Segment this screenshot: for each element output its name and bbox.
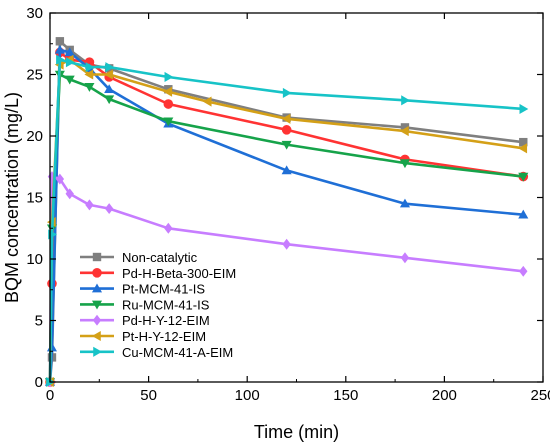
- x-tick-label: 200: [432, 387, 457, 404]
- series-line: [48, 51, 524, 383]
- data-point: [85, 62, 95, 73]
- data-point: [518, 143, 528, 154]
- series-line: [48, 175, 524, 383]
- x-tick-label: 150: [333, 387, 358, 404]
- legend-label: Non-catalytic: [122, 250, 198, 265]
- data-point: [85, 199, 94, 211]
- legend-label: Pt-H-Y-12-EIM: [122, 329, 206, 344]
- legend-label: Pt-MCM-41-IS: [122, 282, 205, 297]
- data-point: [519, 103, 529, 114]
- data-point: [55, 37, 65, 46]
- data-point: [519, 265, 528, 277]
- x-tick-label: 100: [235, 387, 260, 404]
- data-point: [281, 165, 292, 175]
- data-point: [163, 117, 174, 127]
- legend-label: Pd-H-Y-12-EIM: [122, 313, 210, 328]
- data-point: [282, 87, 292, 98]
- data-point: [104, 69, 113, 80]
- series-2: [45, 47, 529, 387]
- data-point: [46, 342, 58, 352]
- data-point: [399, 126, 409, 137]
- legend-item: Pt-MCM-41-IS: [80, 282, 205, 297]
- y-tick-label: 15: [26, 190, 43, 207]
- data-point: [56, 54, 65, 65]
- data-point: [54, 44, 65, 54]
- data-point: [104, 95, 115, 105]
- legend-item: Pd-H-Beta-300-EIM: [80, 266, 236, 281]
- data-point: [519, 137, 528, 147]
- y-tick-label: 30: [26, 5, 43, 22]
- series-7: [46, 54, 529, 388]
- y-axis-title: BQM concentration (mg/L): [2, 92, 22, 303]
- series-line: [48, 58, 524, 383]
- data-point: [281, 125, 292, 135]
- legend-label: Cu-MCM-41-A-EIM: [122, 345, 233, 360]
- x-axis-title: Time (min): [254, 422, 339, 442]
- legend-item: Cu-MCM-41-A-EIM: [80, 345, 233, 360]
- legend: Non-catalyticPd-H-Beta-300-EIMPt-MCM-41-…: [80, 250, 236, 360]
- data-point: [104, 203, 114, 215]
- legend-marker: [91, 330, 101, 342]
- x-tick-label: 250: [530, 387, 550, 404]
- x-tick-label: 50: [140, 387, 157, 404]
- data-point: [65, 188, 74, 200]
- legend-marker: [92, 252, 102, 262]
- data-point: [64, 47, 75, 57]
- y-tick-label: 0: [35, 374, 43, 391]
- data-point: [399, 198, 410, 208]
- data-point: [399, 159, 410, 169]
- series-3: [44, 44, 529, 386]
- y-tick-label: 20: [26, 128, 43, 145]
- data-point: [400, 123, 410, 132]
- legend-marker: [91, 300, 103, 310]
- data-point: [518, 172, 529, 182]
- y-tick-label: 25: [26, 67, 43, 84]
- data-point: [55, 173, 65, 185]
- data-point: [401, 95, 410, 106]
- data-point: [518, 209, 529, 219]
- legend-marker: [93, 346, 103, 357]
- legend-label: Ru-MCM-41-IS: [122, 297, 210, 312]
- legend-item: Ru-MCM-41-IS: [80, 297, 210, 312]
- data-point: [104, 84, 115, 94]
- data-point: [281, 113, 291, 124]
- data-point: [105, 62, 115, 73]
- data-point: [282, 238, 291, 250]
- data-point: [163, 86, 173, 97]
- x-tick-label: 0: [46, 387, 54, 404]
- legend-marker: [91, 283, 103, 293]
- data-point: [163, 99, 174, 109]
- legend-marker: [92, 268, 102, 278]
- data-point: [64, 75, 75, 85]
- data-point: [281, 140, 292, 150]
- y-tick-label: 5: [35, 313, 43, 330]
- legend-item: Non-catalytic: [80, 250, 198, 265]
- series-5: [45, 171, 528, 388]
- data-point: [84, 69, 94, 80]
- legend-label: Pd-H-Beta-300-EIM: [122, 266, 236, 281]
- legend-item: Pt-H-Y-12-EIM: [80, 329, 206, 344]
- y-tick-label: 10: [26, 251, 43, 268]
- legend-item: Pd-H-Y-12-EIM: [80, 313, 210, 328]
- legend-marker: [92, 314, 102, 326]
- data-point: [65, 57, 75, 68]
- data-point: [400, 252, 410, 264]
- data-point: [84, 83, 95, 92]
- data-point: [202, 96, 212, 107]
- series-line: [48, 48, 524, 383]
- plot-area: [44, 37, 529, 388]
- data-point: [164, 71, 174, 82]
- data-point: [164, 222, 173, 234]
- axes: 0 50 100 150 200 250 0 5 10 15 20 25 30: [26, 5, 550, 404]
- series-line: [48, 58, 524, 383]
